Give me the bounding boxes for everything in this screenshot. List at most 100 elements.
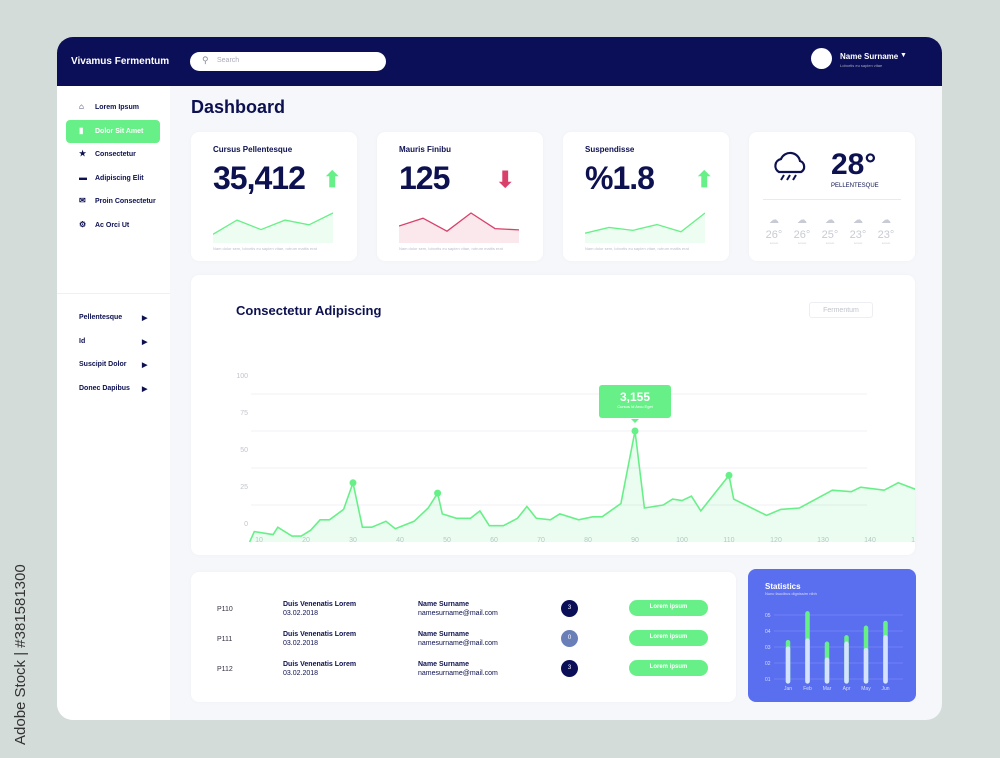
kpi-card: Cursus Pellentesque 35,412 ⬆ Nam dolor s… [191, 132, 357, 261]
x-tick-label: 90 [631, 537, 639, 544]
row-action-button[interactable]: Lorem ipsum [629, 660, 708, 676]
table-row: P110 Duis Venenatis Lorem 03.02.2018 Nam… [191, 597, 736, 627]
sparkline [399, 212, 519, 243]
avatar[interactable] [811, 48, 832, 69]
count-badge: 3 [561, 600, 578, 617]
statistics-chart: 01 02 03 04 05 Jan Feb Mar Apr May Jun [765, 611, 903, 692]
user-name[interactable]: Name Surname [840, 52, 899, 61]
kpi-card: Mauris Finibu 125 ⬇ Nam dolor sem, lobor… [377, 132, 543, 261]
mail-icon: ✉ [79, 196, 86, 205]
kpi-value: %1.8 [585, 160, 655, 196]
sidebar-item-label: Proin Consectetur [95, 198, 156, 205]
forecast-temp: 23° [877, 229, 895, 241]
sidebar-item-ac-orci-ut[interactable]: ⚙ Ac Orci Ut [66, 214, 160, 237]
sidebar-item-label: Lorem Ipsum [95, 104, 139, 111]
statistics-subtitle: Nunc faucibus dignissim nibh [765, 591, 817, 596]
rain-cloud-icon: ☁ [853, 215, 863, 226]
x-tick-label: 70 [537, 537, 545, 544]
sidebar-section-1[interactable]: Id ▶ [79, 338, 147, 346]
forecast-day: ☁ 23° Lorem [875, 210, 897, 245]
row-title: Duis Venenatis Lorem [283, 661, 357, 668]
sparkline-area [399, 213, 519, 243]
arrow-up-icon: ⬆ [695, 167, 714, 192]
star-icon: ★ [79, 149, 87, 158]
forecast-day: ☁ 25° Lorem [819, 210, 841, 245]
chat-icon: ▬ [79, 172, 87, 182]
sidebar-section-3[interactable]: Donec Dapibus ▶ [79, 385, 147, 393]
sparkline [585, 212, 705, 243]
row-title: Duis Venenatis Lorem [283, 601, 357, 608]
sidebar-item-label: Ac Orci Ut [95, 221, 130, 229]
bar-chart-icon: ▮ [79, 125, 84, 135]
chevron-right-icon: ▶ [142, 338, 148, 346]
sidebar-section-2[interactable]: Suscipit Dolor ▶ [79, 361, 147, 369]
sidebar-item-label: Dolor Sit Amet [95, 127, 144, 135]
x-tick-label: 80 [584, 537, 592, 544]
row-email[interactable]: namesurname@mail.com [418, 670, 498, 677]
sidebar-item-label: Consectetur [95, 151, 136, 158]
x-tick-label: 10 [255, 537, 263, 544]
row-name: Name Surname [418, 631, 469, 638]
weather-label: PELLENTESQUE [831, 183, 879, 189]
sidebar-item-proin-consectetur[interactable]: ✉ Proin Consectetur [66, 190, 160, 213]
forecast-temp: 25° [821, 229, 839, 241]
forecast-temp: 23° [849, 229, 867, 241]
forecast-day: ☁ 23° Lorem [847, 210, 869, 245]
sidebar-item-dolor-sit-amet[interactable]: ▮ Dolor Sit Amet [66, 119, 160, 143]
arrow-down-icon: ⬇ [496, 167, 515, 192]
row-email[interactable]: namesurname@mail.com [418, 640, 498, 647]
sparkline-area [213, 213, 333, 243]
sparkline [213, 212, 333, 243]
kpi-value: 35,412 [213, 160, 306, 196]
settings-icon: ⚙ [79, 219, 87, 229]
y-tick-label: 25 [240, 484, 248, 491]
filter-button[interactable]: Fermentum [809, 302, 873, 318]
x-tick-label: 60 [490, 537, 498, 544]
data-point-marker[interactable] [349, 479, 357, 487]
chart-tooltip: 3,155 Cursus Id Arcu Eget [599, 385, 671, 423]
forecast-label: Lorem [881, 241, 891, 245]
sidebar-item-adipiscing-elit[interactable]: ▬ Adipiscing Elit [66, 167, 160, 190]
kpi-value: 125 [399, 160, 450, 196]
sidebar-item-label: Adipiscing Elit [95, 174, 144, 182]
search-input[interactable]: ⚲ Search [190, 52, 386, 71]
sidebar-item-consectetur[interactable]: ★ Consectetur [66, 143, 160, 166]
sparkline-line [585, 212, 705, 234]
x-tick-label: 150 [911, 537, 915, 544]
table-row: P112 Duis Venenatis Lorem 03.02.2018 Nam… [191, 657, 736, 687]
row-email[interactable]: namesurname@mail.com [418, 610, 498, 617]
data-point-marker[interactable] [434, 489, 442, 497]
x-tick-label: 50 [443, 537, 451, 544]
x-tick-label: Jun [881, 686, 889, 692]
brand: Vivamus Fermentum [71, 56, 170, 67]
main-chart: 0 25 50 75 100 10 20 30 40 50 60 70 80 90 100 110 120 130… [236, 373, 915, 544]
forecast-label: Lorem [825, 241, 835, 245]
row-name: Name Surname [418, 661, 469, 668]
y-tick-label: 0 [244, 521, 248, 528]
x-tick-label: 100 [676, 537, 688, 544]
x-tick-label: Apr [843, 686, 851, 692]
sidebar-section-0[interactable]: Pellentesque ▶ [79, 314, 147, 322]
row-action-button[interactable]: Lorem ipsum [629, 600, 708, 616]
row-id: P111 [217, 636, 233, 643]
y-tick-label: 100 [236, 373, 248, 380]
forecast-temp: 26° [793, 229, 811, 241]
kpi-label: Suspendisse [585, 145, 635, 154]
sparkline-line [399, 212, 519, 232]
kpi-note: Nam dolor sem, lobortis eu sapien vitae,… [213, 246, 317, 251]
top-bar: Vivamus Fermentum ⚲ Search Name Surname L… [57, 37, 942, 86]
row-action-button[interactable]: Lorem ipsum [629, 630, 708, 646]
data-point-marker[interactable] [725, 471, 733, 479]
count-badge: 0 [561, 630, 578, 647]
data-point-marker[interactable] [631, 427, 639, 435]
search-placeholder: Search [217, 57, 240, 64]
x-tick-label: 30 [349, 537, 357, 544]
section-label: Pellentesque [79, 314, 123, 321]
area-fill [249, 431, 915, 542]
y-tick-label: 50 [240, 447, 248, 454]
chevron-down-icon[interactable]: ▼ [900, 52, 907, 59]
page-title: Dashboard [191, 97, 286, 117]
section-label: Suscipit Dolor [79, 361, 127, 368]
kpi-note: Nam dolor sem, lobortis eu sapien vitae,… [585, 246, 689, 251]
sidebar-item-lorem-ipsum[interactable]: ⌂ Lorem Ipsum [66, 96, 160, 119]
